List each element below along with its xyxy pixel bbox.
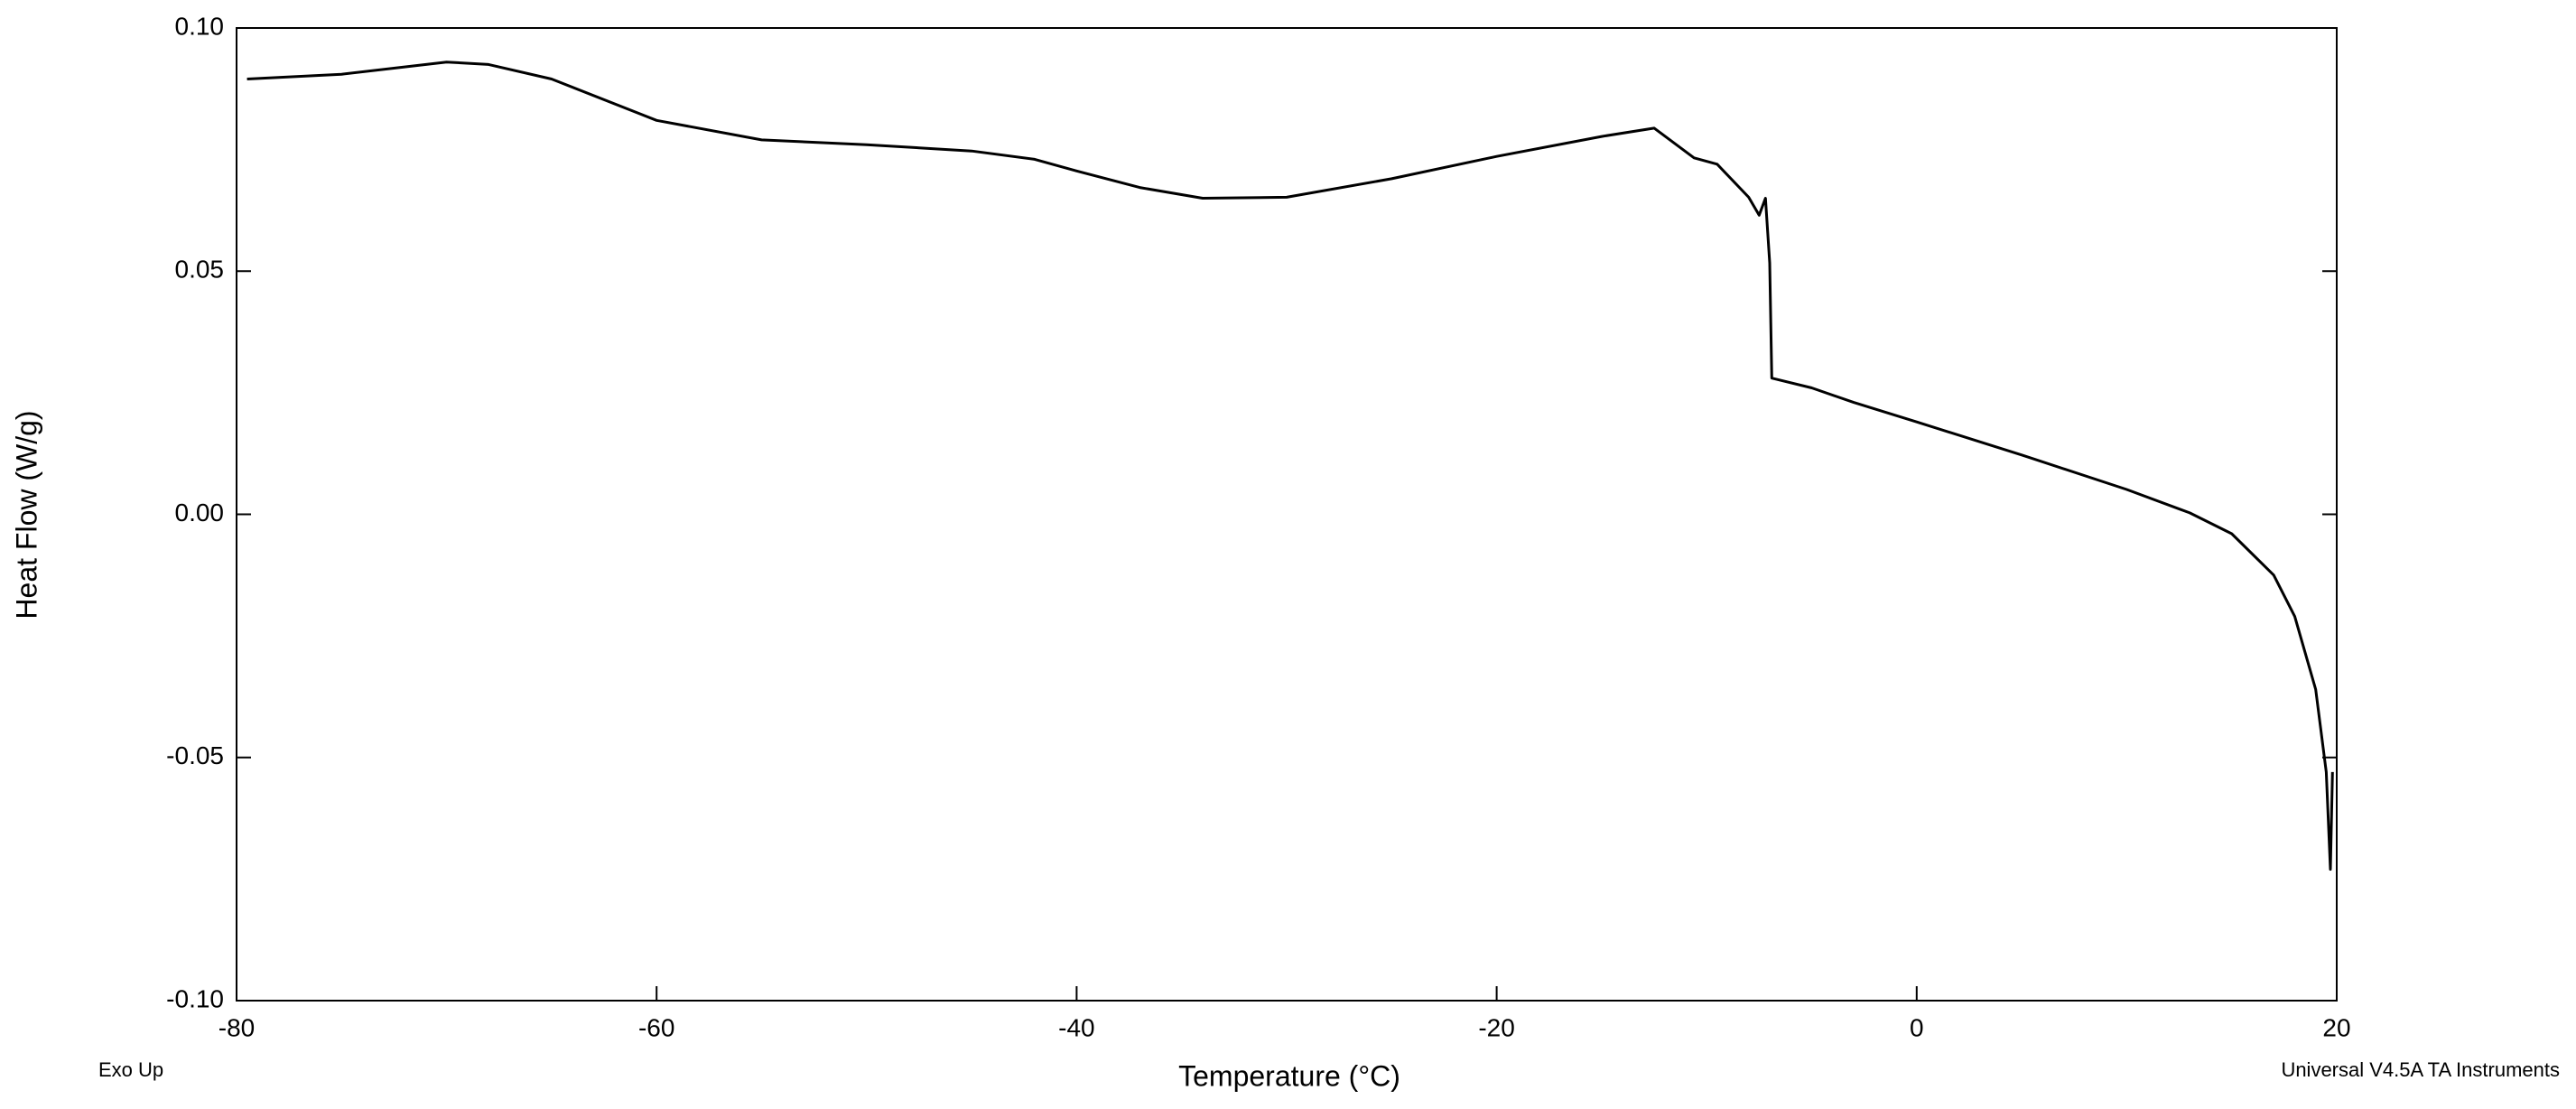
x-tick-label: -60 — [638, 1013, 674, 1041]
x-tick-label: -80 — [219, 1013, 255, 1041]
y-axis-label: Heat Flow (W/g) — [10, 410, 42, 619]
x-tick-label: -40 — [1058, 1013, 1094, 1041]
x-tick-label: 20 — [2322, 1013, 2350, 1041]
exo-note: Exo Up — [98, 1058, 163, 1081]
x-axis-label: Temperature (°C) — [1178, 1059, 1400, 1092]
y-tick-label: 0.05 — [175, 256, 225, 284]
plot-frame — [236, 27, 2338, 1002]
y-tick-label: 0.10 — [175, 12, 225, 40]
y-tick-label: -0.05 — [166, 741, 224, 769]
y-tick-label: -0.10 — [166, 984, 224, 1012]
y-tick-label: 0.00 — [175, 499, 225, 527]
data-line — [246, 61, 2334, 871]
software-note: Universal V4.5A TA Instruments — [2281, 1058, 2560, 1081]
x-tick-label: -20 — [1478, 1013, 1514, 1041]
x-tick-label: 0 — [1910, 1013, 1924, 1041]
